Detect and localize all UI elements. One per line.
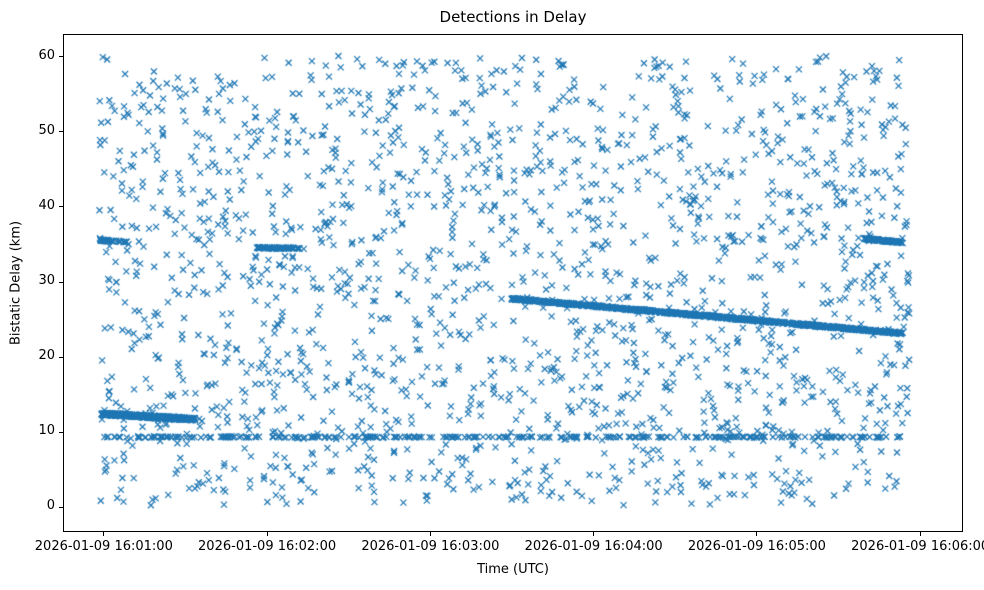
chart-title: Detections in Delay [439,8,587,26]
x-tick-mark [593,532,595,536]
x-tick-label: 2026-01-09 16:03:00 [361,539,500,554]
plot-area [63,34,963,532]
x-tick-label: 2026-01-09 16:02:00 [198,539,337,554]
scatter-canvas [64,35,962,531]
x-tick-label: 2026-01-09 16:01:00 [34,539,173,554]
x-tick-label: 2026-01-09 16:05:00 [687,539,826,554]
y-tick-label: 10 [38,423,55,439]
x-tick-label: 2026-01-09 16:06:00 [851,539,984,554]
y-tick-mark [59,431,63,433]
y-tick-mark [59,356,63,358]
y-tick-label: 30 [38,273,55,288]
x-axis-label: Time (UTC) [477,562,549,577]
x-tick-mark [919,532,921,536]
y-tick-mark [59,131,63,133]
y-tick-label: 50 [38,122,55,138]
y-tick-mark [59,506,63,508]
y-tick-label: 20 [38,348,55,364]
x-tick-label: 2026-01-09 16:04:00 [524,539,663,554]
y-tick-mark [59,206,63,208]
x-tick-mark [266,532,268,536]
x-tick-mark [103,532,105,536]
y-tick-label: 60 [38,47,55,63]
y-tick-mark [59,56,63,58]
y-tick-mark [59,281,63,283]
x-tick-mark [429,532,431,536]
x-tick-mark [756,532,758,536]
y-tick-label: 40 [38,197,55,213]
y-tick-label: 0 [46,498,55,514]
